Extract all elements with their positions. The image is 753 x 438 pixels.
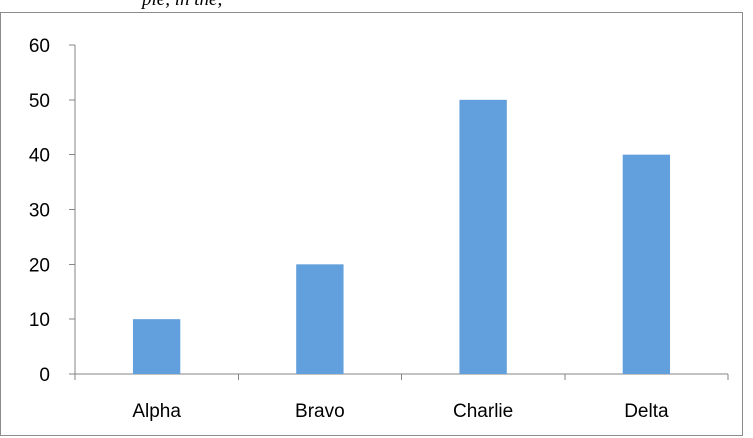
y-tick-label: 0 [39, 365, 50, 386]
bar-series [132, 99, 671, 374]
x-axis: Alpha Bravo Charlie Delta [74, 373, 729, 422]
y-tick-label: 20 [29, 255, 50, 276]
bar-delta [622, 154, 671, 374]
bar-charlie [459, 99, 507, 374]
header-text-fragment: pie, in the, [142, 0, 222, 11]
y-tick-label: 50 [29, 91, 50, 112]
chart-area [0, 12, 743, 436]
x-category-label: Bravo [295, 401, 345, 422]
y-tick-label: 10 [29, 310, 50, 331]
x-category-label: Delta [624, 401, 669, 422]
x-category-label: Charlie [453, 401, 513, 422]
y-tick-label: 60 [29, 36, 50, 57]
y-axis: 0 10 20 30 40 50 60 [29, 36, 76, 386]
bar-bravo [296, 264, 344, 374]
x-category-label: Alpha [132, 401, 181, 422]
bar-alpha [132, 319, 181, 374]
y-tick-label: 40 [29, 146, 50, 167]
y-tick-label: 30 [29, 201, 50, 222]
